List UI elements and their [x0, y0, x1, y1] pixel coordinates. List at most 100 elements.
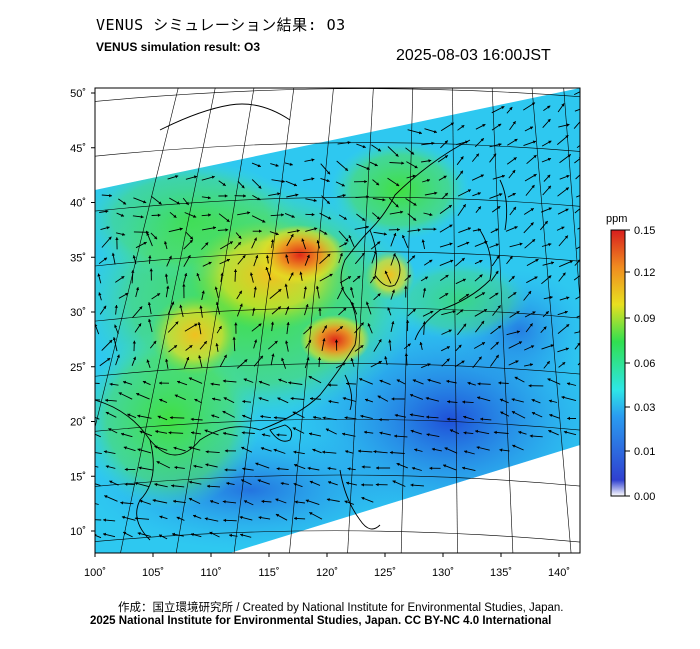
wind-arrowhead — [120, 213, 124, 217]
lon-tick-label: 125˚ — [374, 567, 396, 579]
wind-arrowhead — [425, 396, 429, 401]
wind-arrowhead — [366, 195, 369, 199]
wind-arrowhead — [143, 242, 147, 245]
wind-arrowhead — [315, 285, 320, 289]
wind-arrowhead — [199, 305, 203, 309]
wind-arrowhead — [360, 345, 364, 349]
wind-arrowhead — [378, 339, 382, 343]
wind-arrowhead — [112, 337, 116, 341]
wind-arrowhead — [123, 380, 127, 384]
wind-arrowhead — [176, 516, 180, 520]
latitude-axis: 50˚ 45˚ 40˚ 35˚ 30˚ 25˚ 20˚ 15˚ 10˚ — [70, 88, 95, 538]
wind-arrowhead — [513, 157, 517, 161]
wind-arrowhead — [171, 484, 175, 488]
wind-arrowhead — [159, 515, 163, 519]
wind-arrowhead — [88, 414, 91, 417]
wind-arrowhead — [547, 378, 551, 382]
wind-arrowhead — [495, 243, 499, 247]
wind-arrowhead — [389, 450, 393, 455]
wind-arrowhead — [477, 396, 481, 400]
wind-arrow — [576, 195, 580, 198]
wind-arrowhead — [326, 200, 330, 204]
wind-arrowhead — [191, 533, 195, 537]
wind-arrow — [574, 331, 580, 334]
wind-arrowhead — [343, 216, 347, 220]
wind-arrowhead — [275, 514, 280, 517]
wind-arrowhead — [566, 324, 570, 328]
wind-arrowhead — [499, 398, 504, 402]
wind-arrowhead — [460, 156, 464, 160]
wind-arrowhead — [194, 323, 198, 327]
wind-arrowhead — [493, 430, 497, 435]
wind-arrowhead — [533, 155, 537, 159]
wind-arrowhead — [359, 378, 363, 382]
wind-arrowhead — [395, 153, 399, 157]
wind-arrowhead — [224, 468, 228, 472]
wind-arrow — [95, 433, 101, 438]
wind-arrowhead — [139, 306, 143, 310]
wind-arrowhead — [198, 355, 202, 359]
wind-arrowhead — [373, 250, 377, 254]
wind-arrowhead — [188, 446, 192, 450]
wind-arrowhead — [171, 301, 175, 305]
wind-arrowhead — [343, 307, 347, 311]
wind-arrowhead — [482, 124, 486, 127]
wind-arrowhead — [224, 194, 228, 198]
wind-arrowhead — [394, 434, 397, 438]
wind-arrowhead — [518, 430, 522, 435]
wind-arrowhead — [407, 274, 411, 278]
colorbar-tick-label: 0.06 — [634, 358, 655, 370]
wind-arrowhead — [233, 269, 238, 272]
wind-arrowhead — [443, 464, 447, 468]
wind-arrowhead — [215, 343, 219, 347]
wind-arrowhead — [306, 254, 310, 258]
lon-tick-label: 120˚ — [316, 567, 338, 579]
wind-arrowhead — [133, 356, 137, 360]
wind-arrowhead — [281, 213, 284, 217]
wind-arrowhead — [260, 447, 264, 451]
wind-arrowhead — [204, 517, 208, 521]
wind-arrowhead — [512, 444, 516, 448]
wind-arrowhead — [203, 341, 207, 345]
wind-arrowhead — [296, 229, 300, 233]
wind-arrowhead — [549, 295, 553, 300]
wind-arrowhead — [208, 213, 211, 217]
wind-arrowhead — [426, 433, 430, 437]
wind-arrowhead — [346, 481, 350, 485]
wind-arrowhead — [325, 428, 329, 432]
wind-arrowhead — [327, 216, 332, 220]
wind-arrowhead — [430, 310, 434, 314]
wind-arrowhead — [414, 165, 418, 169]
timestamp: 2025-08-03 16:00JST — [396, 47, 551, 64]
wind-arrowhead — [136, 392, 140, 396]
wind-arrowhead — [97, 273, 101, 277]
wind-arrowhead — [345, 450, 349, 454]
wind-arrowhead — [583, 225, 586, 228]
wind-arrowhead — [413, 217, 417, 221]
wind-arrowhead — [165, 358, 169, 362]
wind-arrowhead — [375, 182, 380, 186]
wind-arrowhead — [347, 141, 351, 145]
wind-arrowhead — [404, 285, 408, 289]
wind-arrowhead — [427, 378, 431, 382]
wind-arrowhead — [565, 135, 569, 139]
lat-tick: 25˚ — [70, 362, 95, 374]
wind-arrowhead — [350, 358, 354, 362]
lon-tick: 125˚ — [374, 553, 396, 579]
wind-arrowhead — [498, 123, 502, 127]
wind-arrowhead — [547, 185, 551, 189]
wind-arrowhead — [273, 448, 277, 452]
wind-arrowhead — [563, 430, 567, 434]
wind-arrowhead — [566, 174, 570, 178]
wind-arrowhead — [339, 253, 343, 257]
wind-arrowhead — [562, 272, 566, 276]
wind-arrowhead — [378, 418, 382, 422]
wind-arrowhead — [483, 309, 487, 313]
wind-arrowhead — [173, 499, 176, 503]
wind-arrowhead — [460, 309, 464, 313]
wind-arrowhead — [446, 346, 450, 350]
colorbar: ppm 0.15 0.12 0.09 0.06 0.03 0.01 0.00 — [606, 213, 655, 503]
wind-arrow — [95, 483, 101, 486]
wind-arrowhead — [156, 293, 161, 297]
wind-arrowhead — [201, 290, 205, 294]
